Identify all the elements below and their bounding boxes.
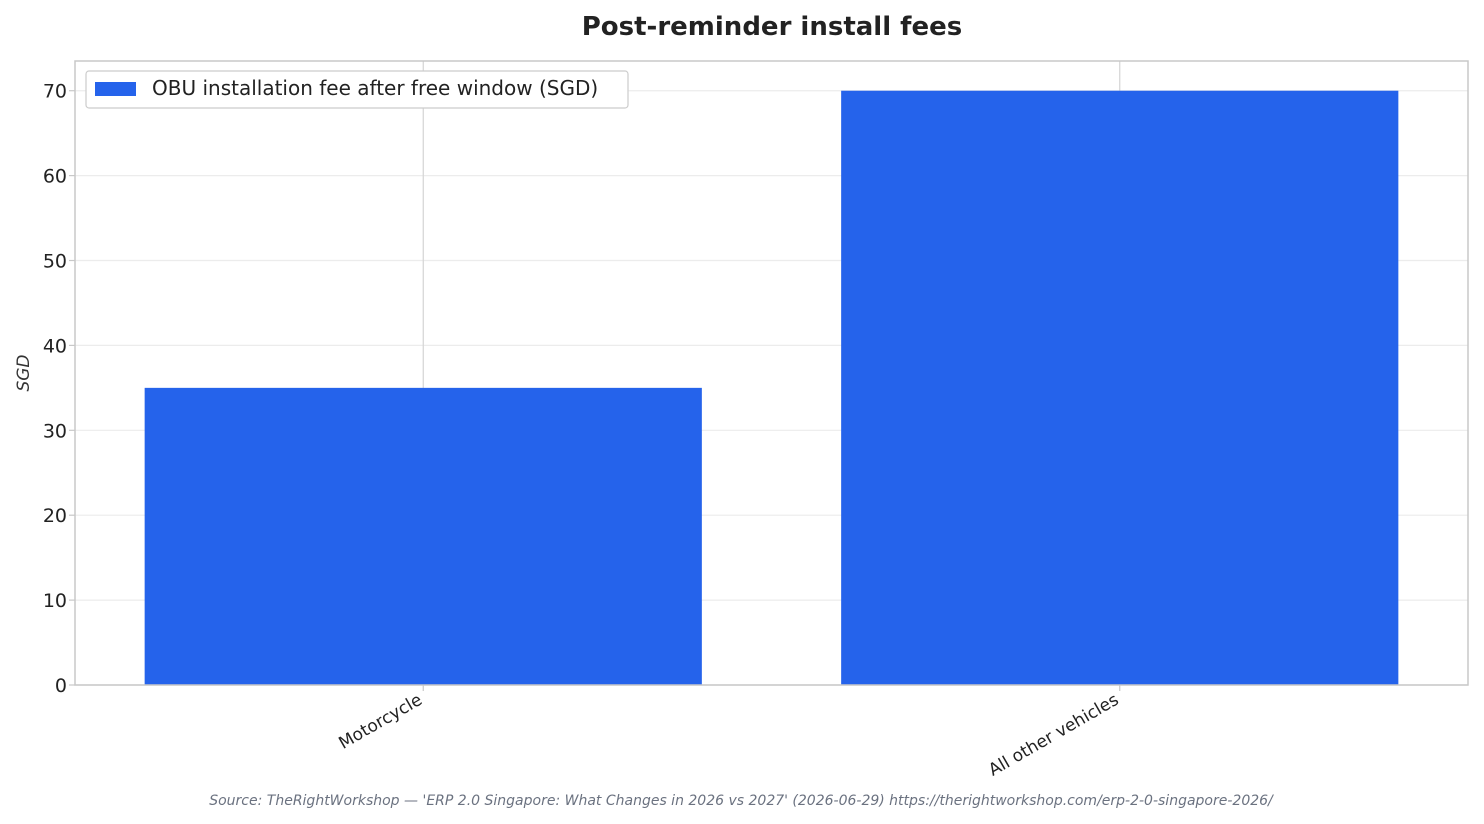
bar-motorcycle — [144, 387, 702, 685]
bars — [144, 90, 1399, 685]
x-tick-label: All other vehicles — [985, 690, 1122, 781]
y-axis-label: SGD — [14, 354, 34, 391]
plot-frame — [74, 60, 1469, 686]
chart-title: Post-reminder install fees — [582, 12, 963, 42]
y-tick-label: 10 — [43, 590, 67, 612]
y-tick-label: 60 — [43, 166, 67, 188]
y-tick-label: 40 — [43, 335, 67, 357]
bar-all-other-vehicles — [841, 90, 1399, 685]
y-tick-label: 50 — [43, 251, 67, 273]
source-note: Source: TheRightWorkshop — 'ERP 2.0 Sing… — [209, 793, 1274, 809]
legend-swatch — [95, 82, 136, 96]
legend-label: OBU installation fee after free window (… — [152, 76, 598, 100]
y-tick-label: 70 — [43, 81, 67, 103]
y-tick-label: 0 — [55, 675, 67, 697]
x-tick-label: Motorcycle — [335, 690, 425, 754]
y-tick-label: 20 — [43, 505, 67, 527]
y-tick-label: 30 — [43, 420, 67, 442]
y-axis-ticks: 0 10 20 30 40 50 60 70 — [43, 81, 75, 697]
x-axis-ticks: Motorcycle All other vehicles — [335, 685, 1122, 781]
legend: OBU installation fee after free window (… — [85, 70, 629, 109]
legend-box — [85, 70, 629, 109]
